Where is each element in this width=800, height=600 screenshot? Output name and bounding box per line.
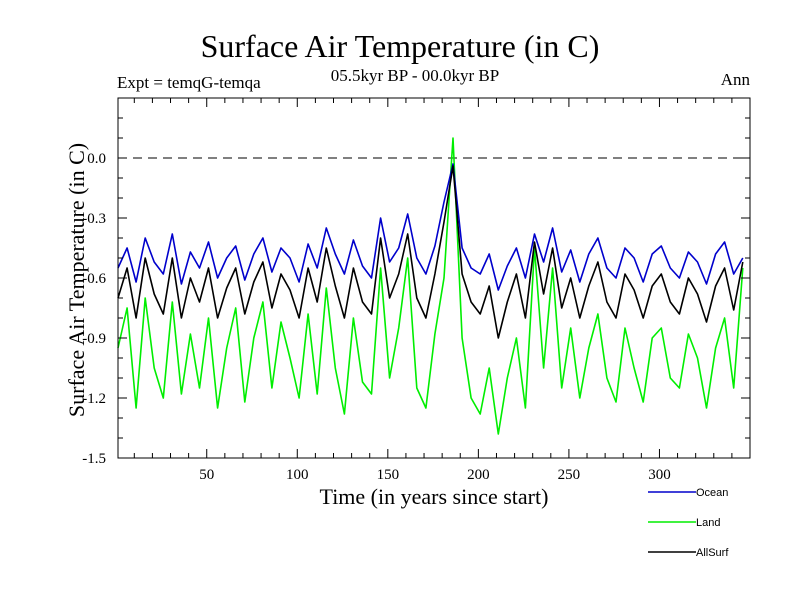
x-tick-label: 50 bbox=[199, 467, 214, 483]
period-label: 05.5kyr BP - 00.0kyr BP bbox=[330, 66, 500, 85]
x-tick-label: 300 bbox=[648, 467, 671, 483]
legend-label-ocean: Ocean bbox=[696, 487, 728, 499]
season-label: Ann bbox=[720, 70, 750, 89]
y-tick-label: -0.6 bbox=[82, 271, 106, 287]
chart-title: Surface Air Temperature (in C) bbox=[200, 28, 600, 64]
x-tick-label: 100 bbox=[286, 467, 309, 483]
experiment-label: Expt = temqG-temqa bbox=[117, 73, 261, 92]
series-line-land bbox=[117, 137, 744, 435]
series-layer bbox=[117, 137, 744, 435]
x-axis-label: Time (in years since start) bbox=[319, 484, 549, 509]
series-line-allsurf bbox=[117, 165, 744, 339]
y-tick-label: 0.0 bbox=[87, 151, 106, 167]
legend-label-allsurf: AllSurf bbox=[696, 547, 729, 559]
y-tick-label: -0.3 bbox=[82, 211, 106, 227]
x-tick-label: 150 bbox=[377, 467, 400, 483]
y-tick-label: -1.5 bbox=[82, 451, 106, 467]
legend: Ocean Land AllSurf bbox=[648, 487, 729, 559]
axes-layer: 50 100 150 200 250 300 0.0 -0.3 -0.6 -0.9 -1.2 -1.5 bbox=[82, 97, 751, 483]
x-tick-label: 200 bbox=[467, 467, 490, 483]
y-axis-label: Surface Air Temperature (in C) bbox=[64, 142, 89, 418]
y-tick-label: -1.2 bbox=[82, 391, 106, 407]
legend-label-land: Land bbox=[696, 517, 720, 529]
series-line-ocean bbox=[117, 163, 744, 291]
x-tick-label: 250 bbox=[558, 467, 581, 483]
y-tick-label: -0.9 bbox=[82, 331, 106, 347]
